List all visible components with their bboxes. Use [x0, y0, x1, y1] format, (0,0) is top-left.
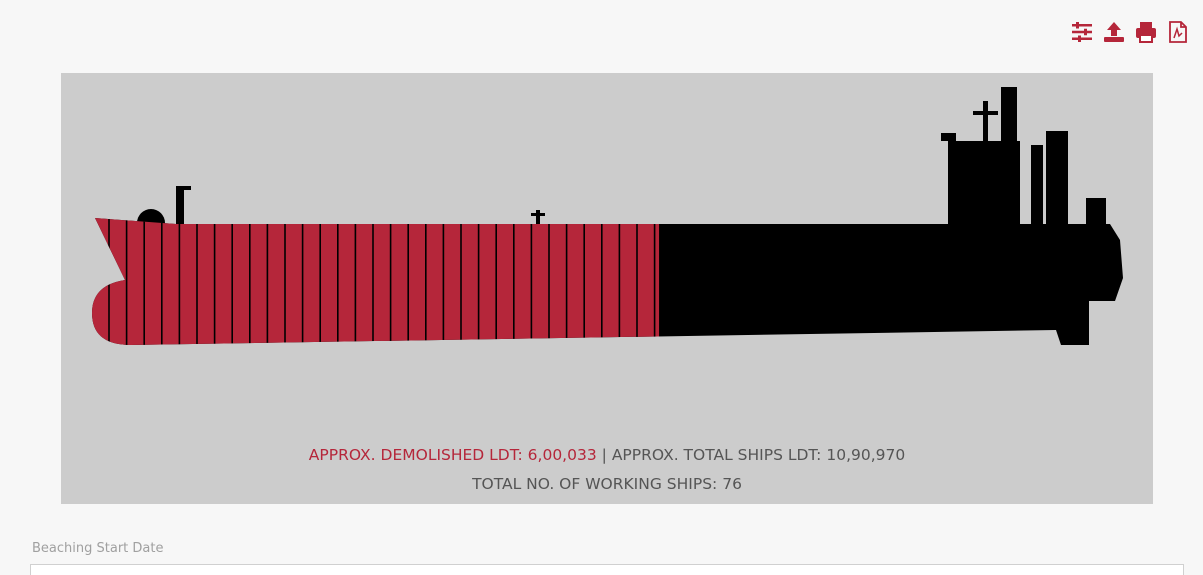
demolished-value: 6,00,033 [527, 446, 597, 464]
working-line: TOTAL NO. OF WORKING SHIPS: 76 [61, 470, 1153, 499]
export-icon[interactable] [1102, 20, 1126, 44]
separator: | [601, 446, 607, 464]
working-value: 76 [722, 475, 742, 493]
toolbar [1070, 20, 1190, 44]
ship-panel: APPROX. DEMOLISHED LDT: 6,00,033 | APPRO… [61, 73, 1153, 504]
ship-graphic [92, 87, 1123, 345]
settings-icon[interactable] [1070, 20, 1094, 44]
ldt-line: APPROX. DEMOLISHED LDT: 6,00,033 | APPRO… [61, 441, 1153, 470]
working-label: TOTAL NO. OF WORKING SHIPS: [472, 475, 718, 493]
pdf-icon[interactable] [1166, 20, 1190, 44]
print-icon[interactable] [1134, 20, 1158, 44]
field-label: Beaching Start Date [32, 541, 164, 556]
total-value: 10,90,970 [826, 446, 906, 464]
total-label: APPROX. TOTAL SHIPS LDT: [611, 446, 822, 464]
demolished-fill [92, 218, 660, 345]
demolished-label: APPROX. DEMOLISHED LDT: [308, 446, 523, 464]
date-input[interactable] [30, 564, 1184, 575]
stats: APPROX. DEMOLISHED LDT: 6,00,033 | APPRO… [61, 441, 1153, 499]
superstructure [137, 87, 1106, 237]
